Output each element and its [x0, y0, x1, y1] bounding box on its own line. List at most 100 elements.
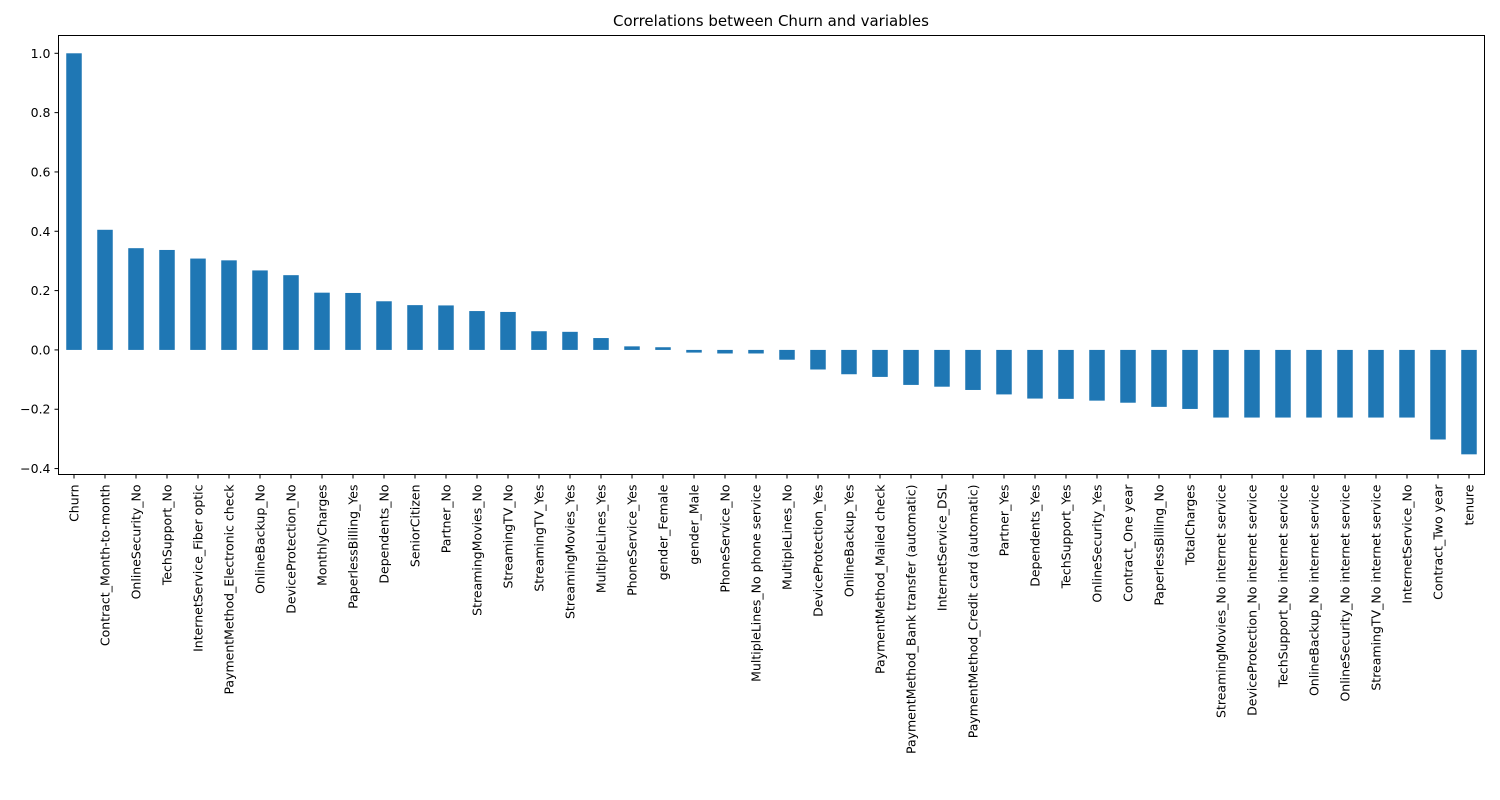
bar-14 [500, 311, 516, 350]
bar-27 [903, 349, 919, 385]
bar-15 [531, 331, 547, 350]
bar-19 [655, 347, 671, 350]
x-tick-label: StreamingMovies_No internet service [1214, 484, 1229, 718]
bars-group [66, 53, 1477, 455]
x-tick-label: TechSupport_No [160, 485, 175, 587]
bar-39 [1275, 349, 1291, 418]
bar-38 [1244, 349, 1260, 418]
x-tick-label: gender_Female [656, 484, 671, 580]
x-tick-label: OnlineBackup_No [253, 485, 268, 594]
x-axis: Churn Contract_Month-to-month OnlineSecuri… [67, 474, 1477, 755]
y-tick-label: 0.8 [31, 105, 51, 120]
x-tick-label: MultipleLines_No phone service [749, 484, 764, 682]
bar-32 [1058, 349, 1074, 399]
x-tick-label: PhoneService_Yes [625, 485, 640, 596]
bar-21 [717, 349, 733, 354]
y-axis: −0.4 −0.2 0.0 0.2 0.4 0.6 0.8 1.0 [20, 46, 59, 476]
x-tick-label: MultipleLines_Yes [594, 485, 609, 594]
x-tick-label: Contract_One year [1121, 484, 1136, 602]
bar-40 [1306, 349, 1322, 418]
bar-33 [1089, 349, 1105, 401]
x-tick-label: PaperlessBilling_Yes [346, 485, 361, 609]
x-tick-label: InternetService_DSL [935, 484, 950, 611]
bar-29 [965, 349, 981, 390]
bar-44 [1430, 349, 1446, 440]
y-tick-label: 1.0 [31, 46, 51, 61]
x-tick-label: PaymentMethod_Electronic check [222, 484, 237, 695]
x-tick-label: Contract_Month-to-month [98, 485, 113, 647]
bar-7 [283, 275, 299, 350]
x-tick-label: Churn [67, 485, 82, 522]
bar-24 [810, 349, 826, 370]
bar-11 [407, 305, 423, 350]
bar-36 [1182, 349, 1198, 409]
x-tick-label: Dependents_Yes [1028, 485, 1043, 587]
x-tick-label: DeviceProtection_No internet service [1245, 484, 1260, 716]
bar-22 [748, 349, 764, 354]
x-tick-label: StreamingTV_No internet service [1369, 484, 1384, 690]
x-tick-label: TechSupport_No internet service [1276, 484, 1291, 688]
bar-6 [252, 270, 268, 350]
x-tick-label: OnlineSecurity_Yes [1090, 485, 1105, 603]
x-tick-label: PaymentMethod_Credit card (automatic) [966, 485, 981, 739]
bar-4 [190, 258, 206, 350]
bar-18 [624, 346, 640, 350]
y-tick-label: −0.4 [20, 461, 50, 476]
bar-37 [1213, 349, 1229, 418]
bar-23 [779, 349, 795, 360]
bar-26 [872, 349, 888, 377]
x-tick-label: DeviceProtection_Yes [811, 485, 826, 617]
x-tick-label: tenure [1462, 484, 1477, 525]
x-tick-label: SeniorCitizen [408, 485, 423, 568]
x-tick-label: InternetService_Fiber optic [191, 484, 206, 652]
x-tick-label: MonthlyCharges [315, 485, 330, 586]
bar-0 [66, 53, 82, 350]
x-tick-label: StreamingMovies_Yes [563, 485, 578, 620]
bar-41 [1337, 349, 1353, 418]
x-tick-label: Dependents_No [377, 485, 392, 584]
x-tick-label: StreamingMovies_No [470, 485, 485, 616]
x-tick-label: PaymentMethod_Bank transfer (automatic) [904, 485, 919, 755]
x-tick-label: PaymentMethod_Mailed check [873, 484, 888, 674]
bar-28 [934, 349, 950, 387]
bar-8 [314, 292, 330, 350]
x-tick-label: StreamingTV_Yes [532, 485, 547, 592]
bar-16 [562, 331, 578, 350]
x-tick-label: PhoneService_No [718, 485, 733, 593]
x-tick-label: OnlineSecurity_No [129, 485, 144, 600]
x-tick-label: OnlineBackup_Yes [842, 485, 857, 598]
x-tick-label: StreamingTV_No [501, 485, 516, 589]
bar-5 [221, 260, 237, 350]
x-tick-label: gender_Male [687, 484, 702, 564]
y-tick-label: 0.0 [31, 342, 51, 357]
bar-9 [345, 292, 361, 350]
bar-45 [1461, 349, 1477, 455]
y-tick-label: 0.4 [31, 224, 51, 239]
bar-31 [1027, 349, 1043, 399]
y-tick-label: 0.2 [31, 283, 51, 298]
bar-2 [128, 248, 144, 350]
x-tick-label: MultipleLines_No [780, 485, 795, 590]
bar-12 [438, 305, 454, 350]
y-tick-label: −0.2 [20, 402, 50, 417]
bar-17 [593, 338, 609, 350]
bar-20 [686, 349, 702, 353]
bar-13 [469, 311, 485, 350]
x-tick-label: TotalCharges [1183, 485, 1198, 567]
x-tick-label: InternetService_No [1400, 485, 1415, 604]
bar-10 [376, 301, 392, 350]
x-tick-label: TechSupport_Yes [1059, 485, 1074, 590]
x-tick-label: PaperlessBilling_No [1152, 485, 1167, 606]
bar-30 [996, 349, 1012, 395]
x-tick-label: Contract_Two year [1431, 484, 1446, 600]
x-tick-label: Partner_No [439, 485, 454, 554]
bar-43 [1399, 349, 1415, 418]
x-tick-label: OnlineSecurity_No internet service [1338, 484, 1353, 701]
x-tick-label: OnlineBackup_No internet service [1307, 484, 1322, 696]
y-tick-label: 0.6 [31, 164, 51, 179]
x-tick-label: Partner_Yes [997, 485, 1012, 557]
bar-1 [97, 229, 113, 350]
bar-25 [841, 349, 857, 375]
chart-title: Correlations between Churn and variables [613, 12, 929, 30]
